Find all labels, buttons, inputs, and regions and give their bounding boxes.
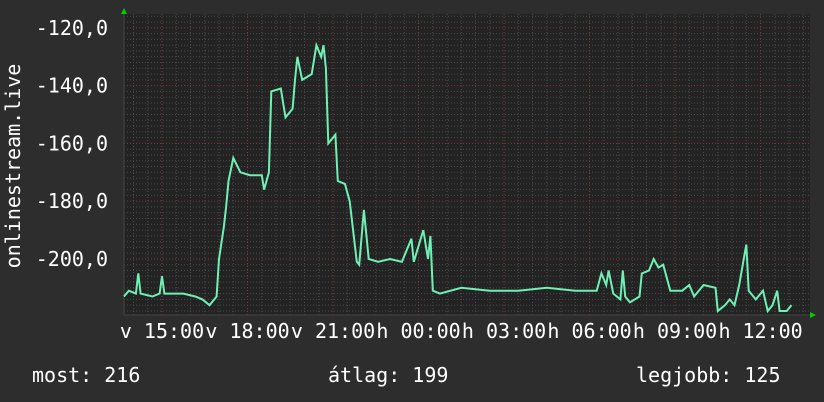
y-axis: -120,0 -140,0 -160,0 -180,0 -200,0: [36, 16, 108, 271]
y-axis-label: onlinestream.live: [1, 64, 25, 269]
y-tick-label: -160,0: [36, 131, 108, 155]
footer-average: átlag: 199: [328, 363, 448, 387]
x-tick-label: h 09:00: [633, 319, 717, 343]
x-tick-label: h 03:00: [462, 319, 546, 343]
x-tick-label: h 00:00: [376, 319, 460, 343]
x-tick-label: v 21:00: [291, 319, 375, 343]
x-tick-label: v 18:00: [205, 319, 289, 343]
y-tick-label: -200,0: [36, 247, 108, 271]
y-tick-label: -140,0: [36, 74, 108, 98]
y-axis-arrow-icon: [121, 8, 127, 14]
footer-best: legjobb: 125: [636, 363, 781, 387]
plot-area: [124, 14, 810, 315]
x-tick-label: h 06:00: [547, 319, 631, 343]
grid: [123, 14, 810, 316]
footer-current: most: 216: [32, 363, 140, 387]
x-tick-label: v 15:00: [120, 319, 204, 343]
x-axis-arrow-icon: [810, 312, 816, 318]
x-tick-label: h 12:00: [718, 319, 802, 343]
series-line: [123, 41, 793, 314]
x-axis: v 15:00 v 18:00 v 21:00 h 00:00 h 03:00 h 06:…: [120, 319, 803, 343]
y-tick-label: -120,0: [36, 16, 108, 40]
y-tick-label: -180,0: [36, 189, 108, 213]
